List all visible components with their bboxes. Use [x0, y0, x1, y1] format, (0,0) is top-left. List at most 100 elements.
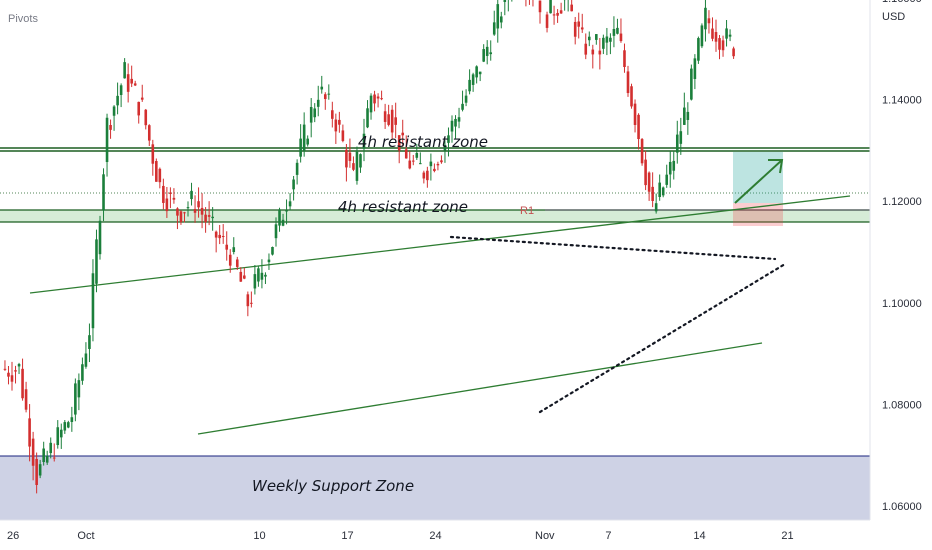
price-axis-ticks: 1.06000 1.08000 1.10000 1.12000 1.14000 1.160… [882, 0, 922, 513]
candle-body [718, 38, 721, 50]
candle-body [116, 95, 119, 106]
candle-body [147, 125, 151, 141]
candle-body [151, 144, 155, 164]
time-axis[interactable] [0, 520, 870, 550]
candle-body [366, 108, 369, 128]
candle-body [193, 209, 197, 213]
candle-body [133, 83, 137, 86]
price-axis[interactable] [870, 0, 932, 520]
support-zone-label: Weekly Support Zone [252, 477, 414, 495]
time-tick-label: Oct [77, 530, 94, 542]
candle-body [239, 271, 243, 282]
candle-body [450, 120, 454, 132]
candle-body [552, 14, 556, 16]
candle-body [302, 124, 306, 151]
candle-body [661, 187, 665, 196]
candle-body [492, 22, 496, 35]
candle-body [559, 10, 563, 14]
candle-body [91, 273, 95, 329]
channel-lower-line [197, 342, 763, 435]
candle-body [570, 4, 573, 12]
pivot-r1-label: R1 [520, 205, 534, 217]
candle-body [447, 135, 450, 143]
candle-body [485, 46, 489, 56]
candle-body [355, 151, 359, 181]
price-tick-label: 1.12000 [882, 196, 922, 208]
candle-body [482, 49, 485, 62]
candle-body [675, 134, 679, 153]
candle-body [471, 74, 475, 85]
candle-body [243, 275, 246, 279]
time-tick-label: 26 [7, 530, 19, 542]
candle-body [380, 98, 383, 100]
candle-body [109, 125, 112, 130]
candle-body [112, 106, 116, 116]
candle-body [225, 244, 229, 250]
candle-body [59, 429, 63, 438]
triangle-lower-dotted [538, 262, 787, 414]
candle-body [98, 220, 102, 255]
candle-body [257, 268, 260, 282]
candle-body [686, 111, 690, 120]
candle-body [63, 422, 67, 431]
indicator-label[interactable]: Pivots [8, 13, 38, 25]
mid-zone-label: 4h resistant zone [338, 198, 468, 216]
candle-body [119, 85, 123, 95]
candle-body [644, 159, 647, 186]
candle-body [102, 174, 105, 211]
candle-body [679, 131, 683, 144]
candle-body [281, 219, 285, 226]
candle-body [478, 71, 482, 75]
candle-body [88, 335, 91, 349]
candle-body [176, 208, 179, 216]
candle-body [397, 135, 401, 151]
time-tick-label: 10 [253, 530, 265, 542]
candle-body [668, 161, 672, 175]
candle-body [42, 448, 45, 463]
candle-body [658, 182, 661, 197]
candle-body [316, 99, 320, 107]
candle-body [292, 179, 295, 190]
candle-body [327, 93, 331, 95]
candle-body [436, 163, 440, 166]
candle-body [728, 34, 732, 37]
candle-body [190, 190, 193, 200]
candle-body [197, 201, 200, 208]
candle-body [612, 28, 616, 36]
candle-body [334, 119, 338, 132]
candle-body [690, 68, 693, 100]
candle-body [404, 149, 408, 159]
candle-body [165, 198, 169, 212]
candle-body [123, 62, 126, 79]
candle-body [401, 132, 405, 136]
candle-body [503, 0, 507, 2]
candle-body [700, 25, 704, 47]
candle-body [475, 66, 478, 78]
candle-body [732, 48, 735, 57]
candle-body [158, 168, 162, 183]
weekly-support-zone [0, 456, 870, 520]
candle-body [714, 32, 718, 42]
candle-body [274, 224, 278, 239]
candle-body [616, 27, 619, 34]
time-tick-label: 7 [605, 530, 611, 542]
candle-body [707, 18, 711, 24]
time-tick-label: 17 [341, 530, 353, 542]
candle-body [595, 34, 598, 40]
candle-body [264, 274, 267, 277]
candle-body [619, 33, 623, 42]
candle-body [683, 107, 686, 125]
candle-body [10, 375, 14, 382]
candle-body [587, 36, 591, 41]
candle-body [422, 172, 426, 179]
candle-body [464, 95, 468, 103]
candle-body [609, 37, 612, 42]
candle-body [338, 119, 341, 125]
top-zone-label: 4h resistant zone [358, 133, 488, 151]
projection-arrow [734, 159, 783, 204]
plot-area[interactable] [0, 0, 870, 520]
candle-body [267, 259, 271, 263]
candle-body [721, 40, 725, 51]
candle-body [323, 94, 327, 100]
